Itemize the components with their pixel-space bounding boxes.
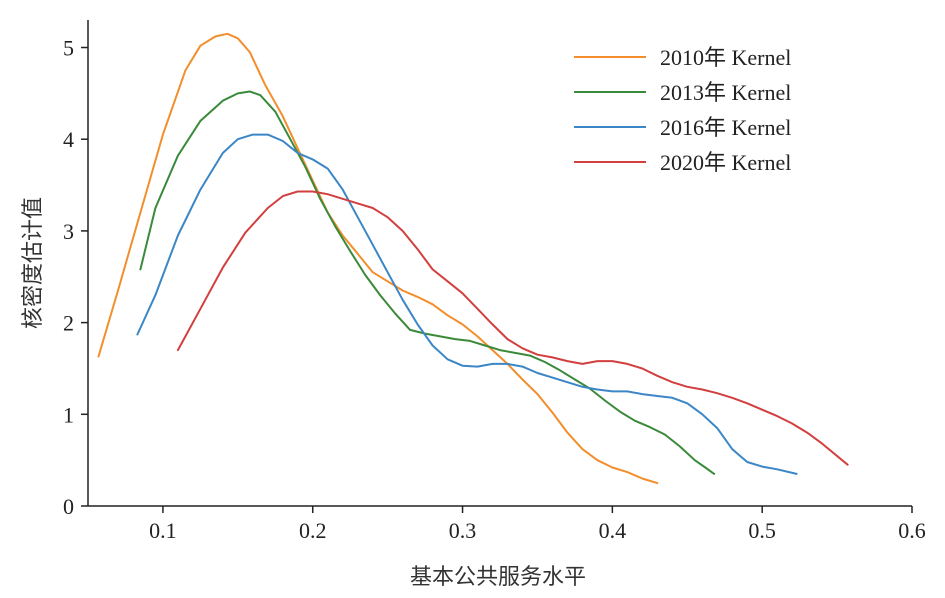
y-tick-label: 0 (63, 494, 74, 519)
ticks: 0.1 0.2 0.3 0.4 0.5 0.6 0 1 2 3 4 5 (63, 36, 926, 543)
y-tick-label: 1 (63, 402, 74, 427)
series-line-1 (97, 32, 659, 485)
series-lines (97, 32, 849, 485)
axes (87, 20, 912, 507)
y-tick-label: 3 (63, 219, 74, 244)
series-line-4 (176, 190, 849, 466)
series-line-3 (136, 133, 798, 475)
x-tick-label: 0.1 (149, 518, 177, 543)
legend-label-1: 2010年 Kernel (660, 45, 791, 70)
x-tick-label: 0.3 (449, 518, 477, 543)
y-tick-label: 5 (63, 36, 74, 61)
legend-label-4: 2020年 Kernel (660, 150, 791, 175)
series-line-2 (139, 90, 716, 475)
x-tick-label: 0.4 (599, 518, 627, 543)
legend-label-2: 2013年 Kernel (660, 80, 791, 105)
x-tick-label: 0.5 (748, 518, 776, 543)
y-tick-label: 2 (63, 311, 74, 336)
x-tick-label: 0.2 (299, 518, 327, 543)
x-axis-title: 基本公共服务水平 (410, 565, 586, 590)
legend-label-3: 2016年 Kernel (660, 115, 791, 140)
y-tick-label: 4 (63, 127, 74, 152)
y-axis-title: 核密度估计值 (21, 197, 46, 329)
legend: 2010年 Kernel 2013年 Kernel 2016年 Kernel 2020… (574, 45, 791, 175)
x-tick-label: 0.6 (898, 518, 926, 543)
